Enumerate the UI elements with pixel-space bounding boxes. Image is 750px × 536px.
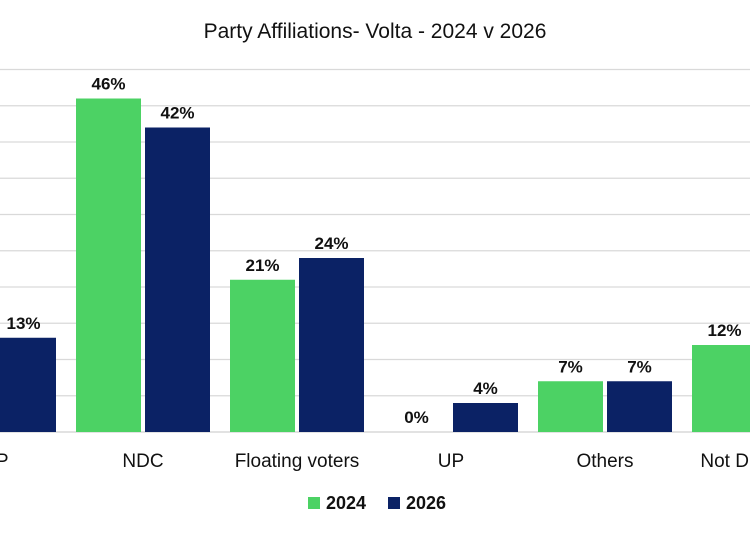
data-label: 21%	[245, 256, 279, 275]
bar-2026	[145, 127, 210, 432]
category-label: NPP	[0, 451, 9, 472]
category-label: NDC	[122, 451, 163, 472]
bar-2026	[607, 381, 672, 432]
bar-2024	[230, 279, 295, 432]
legend-swatch	[308, 497, 320, 509]
legend-swatch	[388, 497, 400, 509]
category-label: Not Disclosed	[700, 451, 750, 472]
legend-entry: 2026	[406, 493, 446, 513]
bar-2026	[299, 258, 364, 432]
data-label: 46%	[91, 75, 125, 94]
data-label: 12%	[707, 321, 741, 340]
legend: 2024 2026	[308, 493, 446, 513]
legend-entry: 2024	[326, 493, 366, 513]
chart-title: Party Affiliations- Volta - 2024 v 2026	[204, 20, 547, 43]
bar-2024	[692, 345, 750, 432]
data-label: 13%	[6, 314, 40, 333]
data-label: 42%	[160, 104, 194, 123]
bar-2026	[0, 337, 56, 432]
data-labels: 13% 46% 42% 21% 24% 0% 4% 7% 7% 12%	[6, 75, 741, 428]
data-label: 4%	[473, 379, 498, 398]
data-label: 7%	[558, 357, 583, 376]
category-label: UP	[438, 451, 464, 472]
data-label: 0%	[404, 408, 429, 427]
bar-2024	[76, 98, 141, 432]
category-label: Floating voters	[235, 451, 360, 472]
bar-2026	[453, 403, 518, 432]
bars	[0, 98, 750, 432]
category-labels: NPP NDC Floating voters UP Others Not Disclos…	[0, 451, 750, 472]
bar-2024	[538, 381, 603, 432]
data-label: 24%	[314, 234, 348, 253]
data-label: 7%	[627, 357, 652, 376]
category-label: Others	[576, 451, 633, 472]
